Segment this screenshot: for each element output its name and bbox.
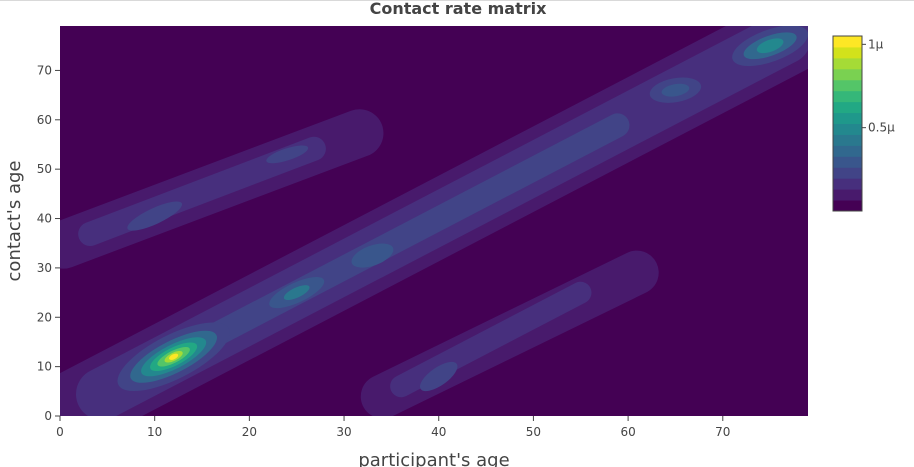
colorbar-level-2 xyxy=(833,178,862,190)
y-tick-label-2: 20 xyxy=(37,310,52,324)
y-tick-label-1: 10 xyxy=(37,360,52,374)
colorbar-level-6 xyxy=(833,134,862,146)
x-tick-label-0: 0 xyxy=(56,425,64,439)
colorbar: 0.5μ 1μ xyxy=(832,35,895,212)
contour-peak-75-core xyxy=(756,38,784,54)
contour-upper-offdiag-peak xyxy=(127,201,183,231)
x-tick-label-4: 40 xyxy=(431,425,446,439)
colorbar-level-3 xyxy=(833,167,862,179)
colorbar-level-11 xyxy=(833,79,862,92)
x-tick-label-5: 50 xyxy=(526,425,541,439)
colorbar-level-12 xyxy=(833,68,862,81)
colorbar-level-10 xyxy=(833,90,862,103)
colorbar-level-5 xyxy=(833,145,862,157)
y-tick-label-6: 60 xyxy=(37,113,52,127)
x-tick-label-3: 30 xyxy=(336,425,351,439)
top-border xyxy=(0,0,914,1)
colorbar-level-0 xyxy=(833,200,862,212)
x-tick-label-1: 10 xyxy=(147,425,162,439)
y-tick-label-0: 0 xyxy=(44,409,52,423)
chart-title: Contact rate matrix xyxy=(370,0,548,18)
y-tick-label-7: 70 xyxy=(37,63,52,77)
y-axis-label: contact's age xyxy=(4,161,25,282)
y-tick-label-4: 40 xyxy=(37,212,52,226)
colorbar-level-4 xyxy=(833,156,862,168)
contour-peak-33 xyxy=(351,243,394,268)
contour-lower-offdiag-peak xyxy=(419,361,458,392)
colorbar-level-9 xyxy=(833,101,862,114)
colorbar-level-7 xyxy=(833,123,862,135)
x-axis-label: participant's age xyxy=(358,450,509,467)
y-tick-label-5: 50 xyxy=(37,162,52,176)
contour-peak-65-core xyxy=(661,83,690,97)
x-tick-label-6: 60 xyxy=(620,425,635,439)
x-tick-label-7: 70 xyxy=(715,425,730,439)
y-axis: 0 10 20 30 40 50 60 70 xyxy=(37,63,60,423)
colorbar-level-14 xyxy=(833,46,862,59)
x-axis: 0 10 20 30 40 50 60 70 xyxy=(56,416,730,439)
colorbar-border xyxy=(832,35,863,212)
colorbar-tick-label-0: 0.5μ xyxy=(868,121,895,135)
colorbar-tick-label-1: 1μ xyxy=(868,37,884,51)
colorbar-level-13 xyxy=(833,57,862,70)
contour-upper-offdiag-peak2 xyxy=(266,145,309,164)
colorbar-level-1 xyxy=(833,189,862,201)
contour-peak-12-core xyxy=(169,353,179,360)
x-tick-label-2: 20 xyxy=(242,425,257,439)
contour-peak-25-core xyxy=(283,285,310,301)
colorbar-level-15 xyxy=(833,36,862,48)
colorbar-level-8 xyxy=(833,112,862,124)
contour-layer xyxy=(60,26,808,416)
y-tick-label-3: 30 xyxy=(37,261,52,275)
